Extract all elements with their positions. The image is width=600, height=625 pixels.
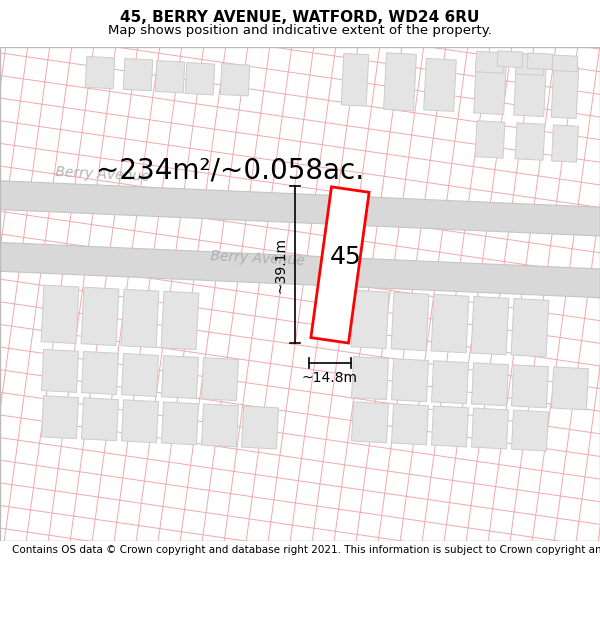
Polygon shape [351, 290, 389, 349]
Polygon shape [391, 292, 429, 351]
Polygon shape [471, 296, 509, 355]
Polygon shape [431, 361, 469, 404]
Polygon shape [472, 362, 509, 406]
Polygon shape [161, 402, 199, 445]
Polygon shape [431, 406, 469, 447]
Polygon shape [551, 66, 579, 119]
Polygon shape [515, 53, 545, 76]
Text: ~234m²/~0.058ac.: ~234m²/~0.058ac. [96, 156, 364, 184]
Polygon shape [241, 406, 278, 449]
Polygon shape [527, 53, 553, 69]
Text: Map shows position and indicative extent of the property.: Map shows position and indicative extent… [108, 24, 492, 36]
Polygon shape [123, 59, 153, 91]
Text: Berry Avenue: Berry Avenue [210, 249, 305, 268]
Polygon shape [511, 299, 549, 357]
Text: Berry Avenue: Berry Avenue [55, 164, 150, 184]
Polygon shape [472, 408, 508, 449]
Polygon shape [41, 396, 79, 439]
Polygon shape [121, 400, 158, 442]
Polygon shape [474, 61, 506, 114]
Polygon shape [551, 125, 578, 162]
Polygon shape [82, 398, 119, 441]
Polygon shape [552, 55, 578, 72]
Polygon shape [514, 64, 546, 117]
Polygon shape [82, 351, 119, 394]
Text: 45, BERRY AVENUE, WATFORD, WD24 6RU: 45, BERRY AVENUE, WATFORD, WD24 6RU [121, 10, 479, 25]
Polygon shape [121, 354, 158, 396]
Polygon shape [475, 121, 505, 158]
Polygon shape [161, 291, 199, 349]
Polygon shape [352, 357, 389, 399]
Polygon shape [352, 402, 388, 442]
Polygon shape [341, 54, 369, 106]
Text: Contains OS data © Crown copyright and database right 2021. This information is : Contains OS data © Crown copyright and d… [12, 545, 600, 555]
Polygon shape [424, 59, 456, 111]
Polygon shape [202, 357, 239, 401]
Polygon shape [512, 410, 548, 451]
Polygon shape [511, 365, 548, 408]
Polygon shape [392, 404, 428, 445]
Polygon shape [41, 285, 79, 344]
Polygon shape [0, 179, 600, 238]
Polygon shape [161, 356, 199, 399]
Polygon shape [515, 122, 545, 160]
Polygon shape [202, 404, 239, 447]
Polygon shape [155, 61, 185, 93]
Polygon shape [41, 349, 79, 392]
Polygon shape [497, 51, 523, 68]
Polygon shape [391, 359, 428, 402]
Text: ~14.8m: ~14.8m [302, 371, 358, 385]
Polygon shape [85, 56, 115, 89]
Polygon shape [311, 187, 369, 343]
Polygon shape [81, 288, 119, 346]
Polygon shape [0, 240, 600, 300]
Polygon shape [383, 52, 416, 111]
Polygon shape [475, 51, 505, 73]
Text: 45: 45 [330, 245, 362, 269]
Polygon shape [220, 64, 250, 96]
Polygon shape [185, 62, 215, 95]
Text: ~39.1m: ~39.1m [273, 237, 287, 293]
Polygon shape [121, 289, 159, 348]
Polygon shape [551, 367, 589, 410]
Polygon shape [431, 294, 469, 352]
